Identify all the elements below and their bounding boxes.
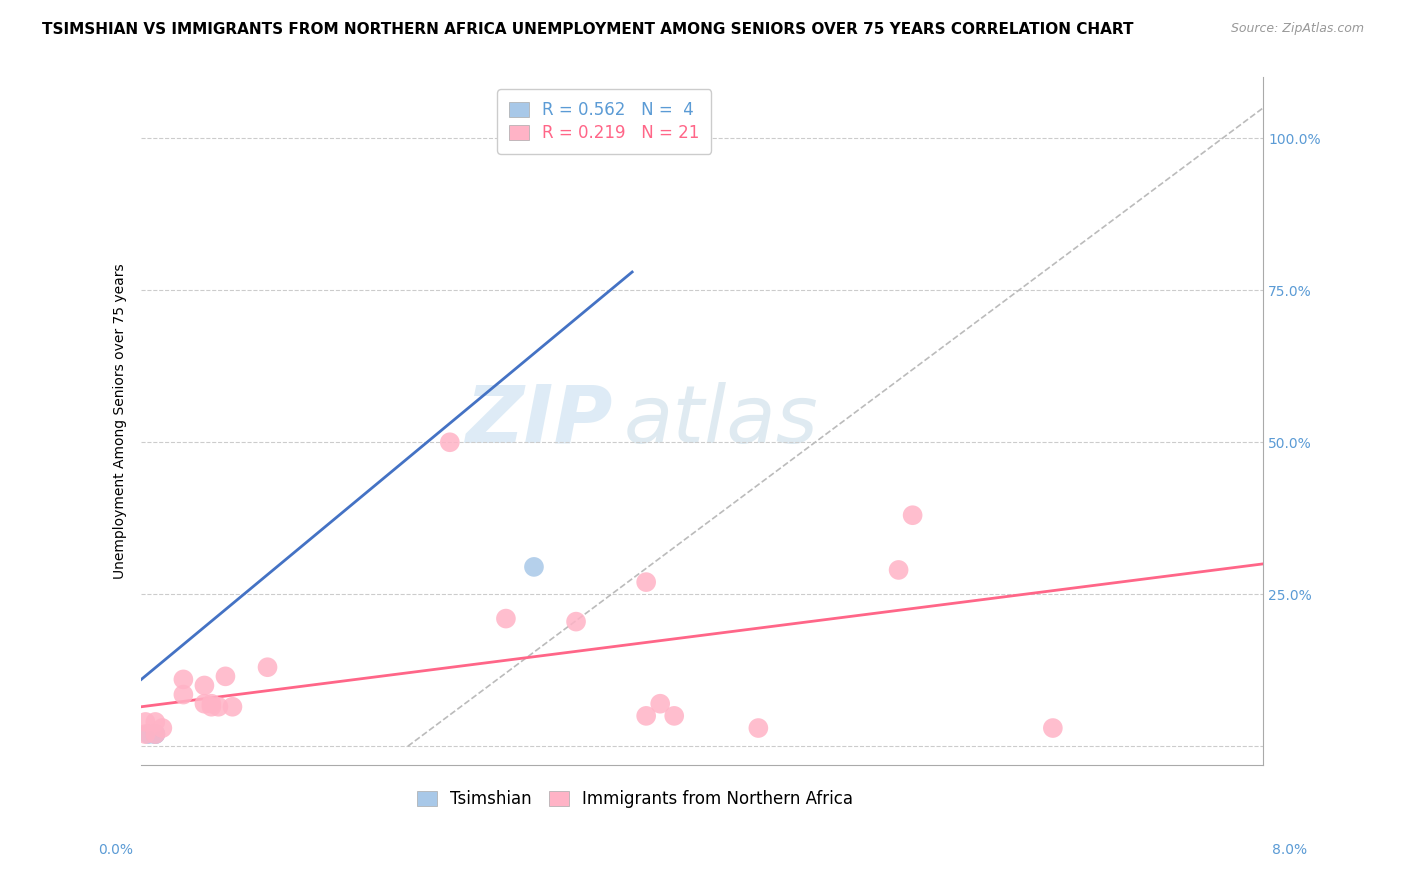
Point (150, 721, 173, 735)
Point (172, 688, 194, 702)
Point (256, 660, 278, 674)
Point (207, 699, 229, 714)
Text: ZIP: ZIP (465, 382, 613, 460)
Point (747, 721, 769, 735)
Point (439, 435, 461, 450)
Point (887, 563, 910, 577)
Text: TSIMSHIAN VS IMMIGRANTS FROM NORTHERN AFRICA UNEMPLOYMENT AMONG SENIORS OVER 75 : TSIMSHIAN VS IMMIGRANTS FROM NORTHERN AF… (42, 22, 1133, 37)
Point (565, 615, 588, 629)
Point (136, 727, 159, 741)
Point (901, 508, 924, 523)
Point (621, 131, 644, 145)
Point (523, 560, 546, 574)
Point (143, 727, 166, 741)
Point (221, 699, 243, 714)
Point (143, 714, 166, 729)
Text: 8.0%: 8.0% (1272, 843, 1308, 857)
Point (134, 714, 156, 729)
Y-axis label: Unemployment Among Seniors over 75 years: Unemployment Among Seniors over 75 years (114, 263, 128, 579)
Point (193, 678, 215, 692)
Point (200, 699, 222, 714)
Point (143, 727, 166, 741)
Point (650, 697, 672, 711)
Text: Source: ZipAtlas.com: Source: ZipAtlas.com (1230, 22, 1364, 36)
Point (1042, 721, 1064, 735)
Legend: Tsimshian, Immigrants from Northern Africa: Tsimshian, Immigrants from Northern Afri… (411, 783, 859, 814)
Point (134, 727, 156, 741)
Point (193, 697, 215, 711)
Point (664, 709, 686, 723)
Point (172, 673, 194, 687)
Point (636, 709, 658, 723)
Text: atlas: atlas (624, 382, 818, 460)
Point (200, 697, 222, 711)
Text: 0.0%: 0.0% (98, 843, 134, 857)
Point (143, 727, 166, 741)
Point (495, 611, 517, 625)
Point (214, 669, 236, 683)
Point (636, 575, 658, 590)
